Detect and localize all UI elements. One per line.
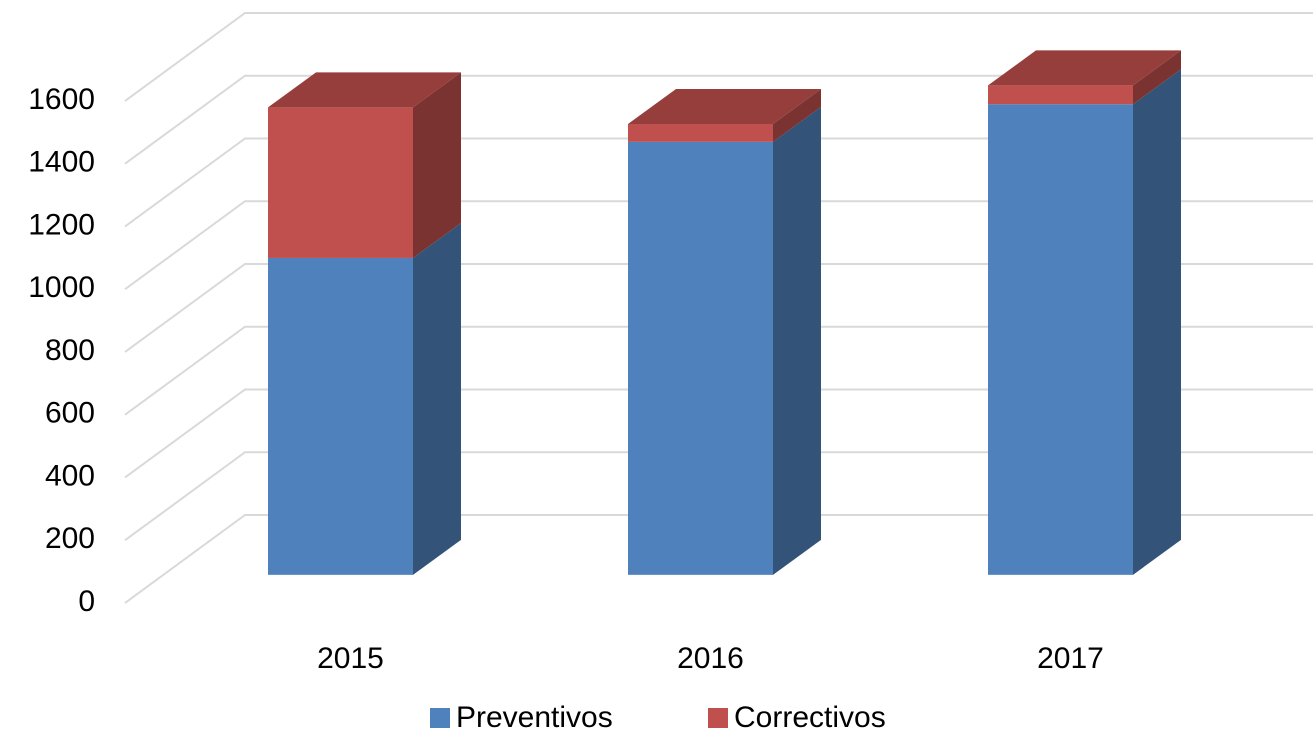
x-tick-label: 2015 [317,642,384,675]
grid-line [124,12,1313,102]
bar-top [988,50,1181,86]
grid-line [124,514,1313,604]
x-tick-label: 2016 [677,642,744,675]
bar-front [988,85,1133,105]
grid-line [124,388,1313,479]
bar-top [268,72,461,108]
bar-side [773,106,821,575]
grid-line [124,263,1313,353]
bar-side [773,88,821,142]
bar-front [628,141,773,575]
y-tick-label: 200 [45,522,95,555]
bar-side [1133,50,1181,105]
bar-front [268,257,413,575]
bar-side [1133,69,1181,575]
bar-front [988,104,1133,575]
y-tick-label: 1200 [28,208,95,241]
grid-line [124,74,1313,165]
legend-swatch [430,708,450,728]
x-tick-label: 2017 [1037,642,1104,675]
y-tick-label: 1400 [28,146,95,179]
grid-line [124,137,1313,228]
legend-label: Correctivos [734,701,886,732]
y-tick-label: 400 [45,459,95,492]
y-tick-label: 1000 [28,271,95,304]
bar-side [413,72,461,258]
legend-label: Preventivos [456,701,613,732]
bar-front [628,123,773,142]
y-tick-label: 600 [45,397,95,430]
grid-line [124,325,1313,416]
y-tick-label: 1600 [28,83,95,116]
y-tick-label: 800 [45,334,95,367]
legend-swatch [708,708,728,728]
bar-front [268,107,413,258]
bar-side [413,222,461,575]
grid-line [124,451,1313,542]
grid-line [124,200,1313,291]
y-tick-label: 0 [78,585,95,618]
bar-top [628,88,821,124]
